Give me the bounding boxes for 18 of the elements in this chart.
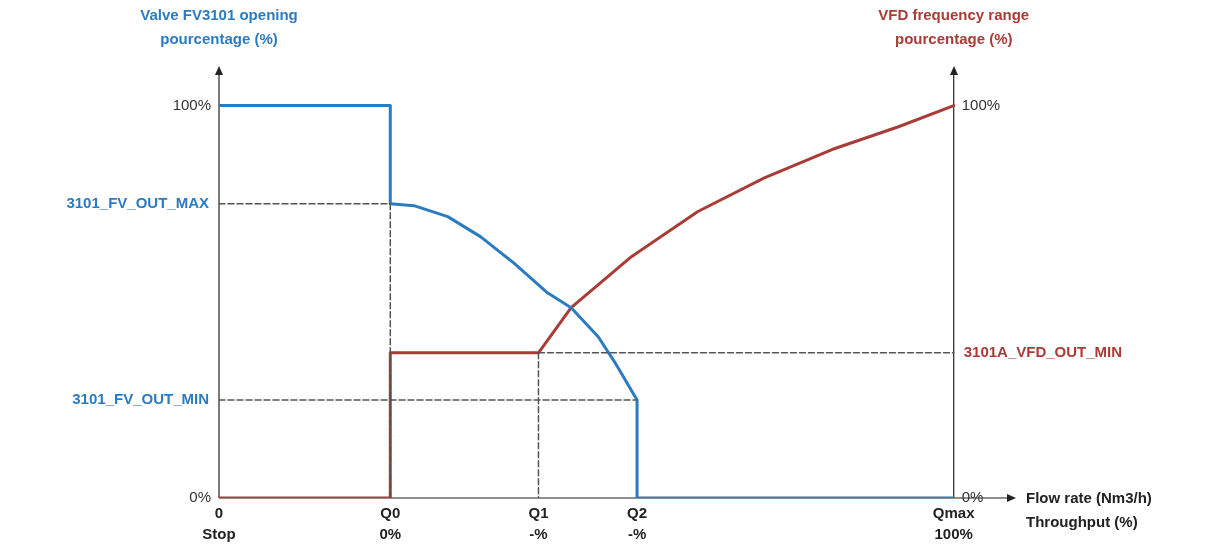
y-axis-title: Valve FV3101 opening pourcentage (%) xyxy=(140,6,298,47)
annotation: Qmax xyxy=(932,503,976,521)
annotation: 3101A_VFD_OUT_MIN xyxy=(963,342,1123,360)
x-tick-label: 100% xyxy=(934,525,973,543)
annotation: Q1 xyxy=(528,503,549,521)
annotation: Q2 xyxy=(627,503,648,521)
y2-tick-label: 100% xyxy=(961,95,1001,113)
y2-tick-label: 0% xyxy=(961,488,984,506)
y2-axis-title: VFD frequency range pourcentage (%) xyxy=(878,6,1030,47)
annotation: Q0 xyxy=(380,503,401,521)
x-tick-label: -% xyxy=(627,525,647,543)
x-tick-label: Stop xyxy=(202,525,236,543)
annotation: 3101_FV_OUT_MIN xyxy=(72,390,209,408)
annotation: 3101_FV_OUT_MAX xyxy=(66,193,209,211)
x-tick-label: -% xyxy=(529,525,548,543)
x-axis-title: Flow rate (Nm3/h) Throughput (%) xyxy=(1026,489,1152,530)
x-tick-label: 0% xyxy=(379,525,402,543)
annotation: 0 xyxy=(214,503,224,521)
